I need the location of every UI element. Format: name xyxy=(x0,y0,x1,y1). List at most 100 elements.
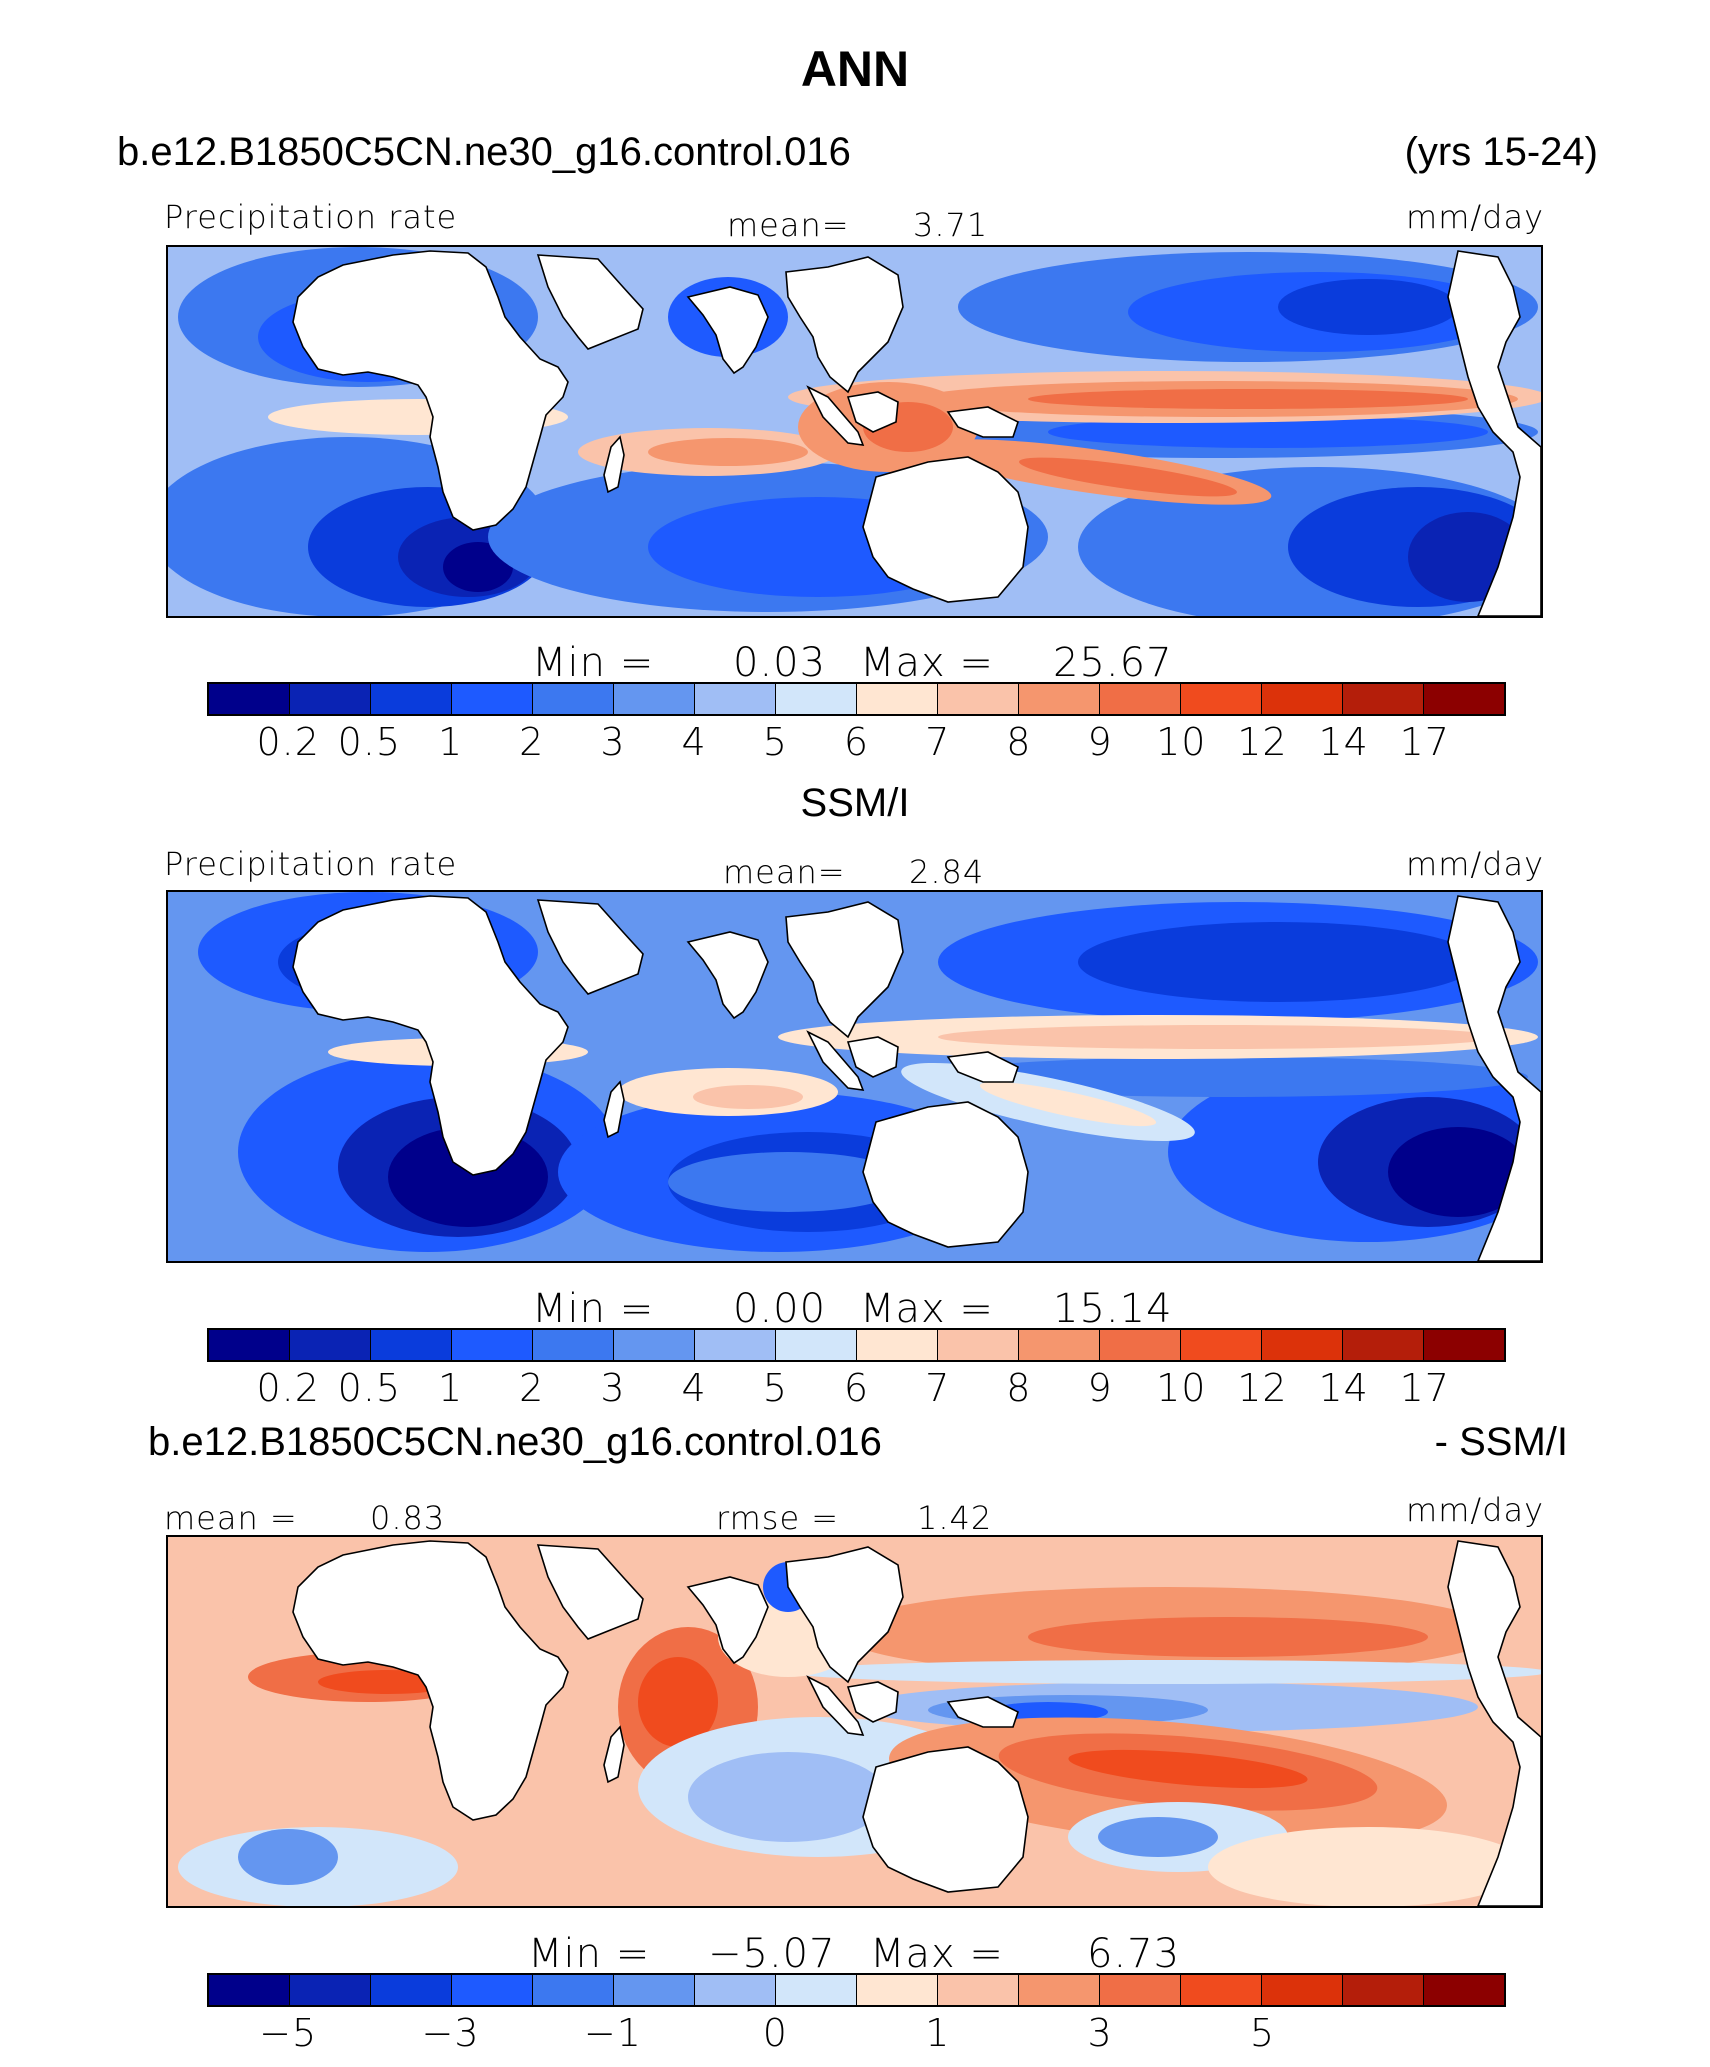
land-mass xyxy=(846,1681,899,1723)
land-mass xyxy=(536,899,644,995)
colorbar-tick-label: 8 xyxy=(1006,720,1032,764)
panel1-max-label: Max = xyxy=(860,640,994,686)
colorbar-swatch xyxy=(371,684,452,714)
colorbar-swatch xyxy=(290,1330,371,1360)
colorbar-tick-label: 12 xyxy=(1237,1366,1288,1410)
colorbar-swatch xyxy=(776,1975,857,2005)
panel1-min-value: 0.03 xyxy=(733,640,827,686)
colorbar-swatch xyxy=(1019,1975,1100,2005)
land-mass xyxy=(846,1036,899,1078)
panel3-rmse-value: 1.42 xyxy=(917,1499,993,1537)
land-mass xyxy=(603,1725,625,1784)
land-mass xyxy=(536,254,644,350)
colorbar-swatch xyxy=(938,1975,1019,2005)
colorbar-tick-label: 8 xyxy=(1006,1366,1032,1410)
land-mass xyxy=(946,1696,1019,1728)
colorbar-swatch xyxy=(1100,684,1181,714)
colorbar-swatch xyxy=(533,1975,614,2005)
land-mass xyxy=(862,456,1029,603)
panel1-mean-value: 3.71 xyxy=(913,206,989,244)
colorbar-swatch xyxy=(1424,1975,1504,2005)
colorbar-swatch xyxy=(533,684,614,714)
land-mass xyxy=(292,895,569,1176)
colorbar-swatch xyxy=(776,684,857,714)
colorbar-swatch xyxy=(938,684,1019,714)
colorbar-tick-label: 7 xyxy=(925,720,951,764)
panel1-case-name: b.e12.B1850C5CN.ne30_g16.control.016 xyxy=(117,130,851,174)
colorbar-swatch xyxy=(371,1330,452,1360)
land-mass xyxy=(846,391,899,433)
panel2-max-value: 15.14 xyxy=(1053,1286,1173,1332)
land-mass xyxy=(292,250,569,531)
panel1-map xyxy=(166,245,1543,618)
land-mass xyxy=(785,256,904,394)
colorbar-swatch xyxy=(776,1330,857,1360)
land-mass xyxy=(1447,895,1541,1261)
colorbar-swatch xyxy=(1100,1330,1181,1360)
colorbar-tick-label: 17 xyxy=(1399,1366,1450,1410)
land-mass xyxy=(785,901,904,1039)
colorbar-tick-label: 4 xyxy=(681,1366,707,1410)
panel1-years: (yrs 15-24) xyxy=(1404,130,1598,174)
colorbar-tick-label: 12 xyxy=(1237,720,1288,764)
colorbar-tick-label: 14 xyxy=(1318,1366,1369,1410)
colorbar-tick-label: 5 xyxy=(1249,2011,1276,2055)
panel2-mean-value: 2.84 xyxy=(909,853,985,891)
colorbar-tick-label: 5 xyxy=(762,720,788,764)
colorbar-tick-label: 10 xyxy=(1156,1366,1207,1410)
colorbar-swatch xyxy=(1343,684,1424,714)
colorbar-swatch xyxy=(1343,1330,1424,1360)
colorbar-swatch xyxy=(614,1975,695,2005)
panel1-min-label: Min = xyxy=(532,640,655,686)
panel1-mean-label: mean= xyxy=(727,206,850,244)
colorbar-swatch xyxy=(1262,684,1343,714)
panel3-units: mm/day xyxy=(1406,1491,1544,1529)
colorbar-swatch xyxy=(1019,684,1100,714)
colorbar-tick-label: −1 xyxy=(583,2011,642,2055)
colorbar-tick-label: 1 xyxy=(437,720,464,764)
land-mass xyxy=(806,385,865,446)
colorbar-tick-label: 2 xyxy=(519,720,545,764)
land-mass xyxy=(862,1746,1029,1893)
colorbar-tick-label: −3 xyxy=(421,2011,480,2055)
colorbar-swatch xyxy=(614,684,695,714)
colorbar-swatch xyxy=(1181,1975,1262,2005)
colorbar-swatch xyxy=(1181,1330,1262,1360)
panel1-colorbar xyxy=(207,682,1506,716)
panel2-case-name: SSM/I xyxy=(800,781,910,825)
colorbar-tick-label: 0.2 xyxy=(256,1366,320,1410)
colorbar-swatch xyxy=(695,1330,776,1360)
panel2-mean-label: mean= xyxy=(723,853,846,891)
colorbar-swatch xyxy=(857,1975,938,2005)
land-mass xyxy=(946,1051,1019,1083)
panel1-max-value: 25.67 xyxy=(1053,640,1173,686)
colorbar-swatch xyxy=(614,1330,695,1360)
colorbar-tick-label: 0.5 xyxy=(337,720,402,764)
colorbar-swatch xyxy=(695,684,776,714)
land-mass xyxy=(603,1080,625,1139)
colorbar-swatch xyxy=(452,1330,533,1360)
panel2-min-label: Min = xyxy=(532,1286,655,1332)
panel3-max-value: 6.73 xyxy=(1087,1931,1181,1977)
panel2-colorbar xyxy=(207,1328,1506,1362)
land-mass xyxy=(603,435,625,494)
colorbar-swatch xyxy=(452,684,533,714)
colorbar-tick-label: 6 xyxy=(843,1366,870,1410)
panel2-max-label: Max = xyxy=(860,1286,994,1332)
colorbar-tick-label: 0.2 xyxy=(256,720,320,764)
colorbar-tick-label: 1 xyxy=(925,2011,951,2055)
colorbar-tick-label: 7 xyxy=(925,1366,951,1410)
colorbar-swatch xyxy=(371,1975,452,2005)
panel1-units: mm/day xyxy=(1406,198,1544,236)
colorbar-tick-label: 9 xyxy=(1087,720,1113,764)
land-mass xyxy=(806,1030,865,1091)
panel3-min-label: Min = xyxy=(528,1931,651,1977)
land-mass xyxy=(536,1544,644,1640)
panel2-min-value: 0.00 xyxy=(733,1286,827,1332)
panel3-diff-label: - SSM/I xyxy=(1434,1420,1568,1464)
panel2-map xyxy=(166,890,1543,1263)
land-mass xyxy=(946,406,1019,438)
panel3-case-name: b.e12.B1850C5CN.ne30_g16.control.016 xyxy=(148,1420,882,1464)
colorbar-swatch xyxy=(1424,684,1504,714)
panel3-colorbar xyxy=(207,1973,1506,2007)
